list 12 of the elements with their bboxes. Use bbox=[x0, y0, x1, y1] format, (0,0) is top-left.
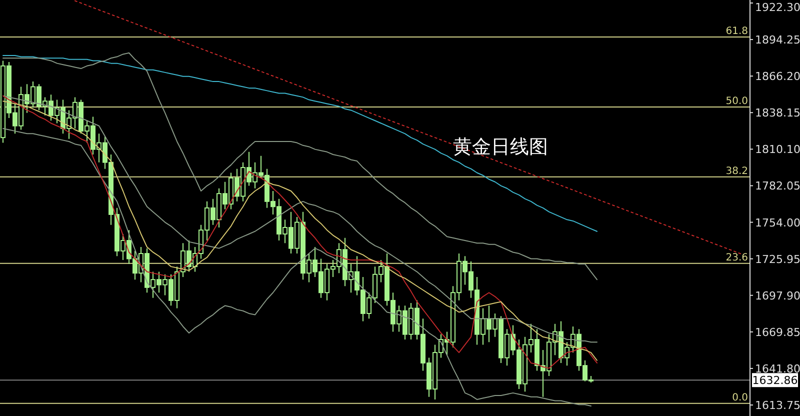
y-tick: 1754.00 bbox=[750, 216, 800, 230]
y-tick: 1782.05 bbox=[750, 180, 800, 193]
y-tick: 1641.80 bbox=[750, 362, 800, 376]
y-tick: 1725.95 bbox=[750, 252, 800, 266]
y-tick: 1669.85 bbox=[750, 326, 800, 339]
y-tick: 1810.10 bbox=[750, 143, 800, 156]
y-tick: 1838.15 bbox=[750, 106, 800, 120]
y-tick: 1866.20 bbox=[750, 70, 800, 84]
y-tick: 1613.75 bbox=[750, 399, 800, 412]
y-tick: 1922.30 bbox=[750, 1, 800, 14]
y-tick: 1697.90 bbox=[750, 289, 800, 302]
y-tick: 1894.25 bbox=[750, 34, 800, 47]
